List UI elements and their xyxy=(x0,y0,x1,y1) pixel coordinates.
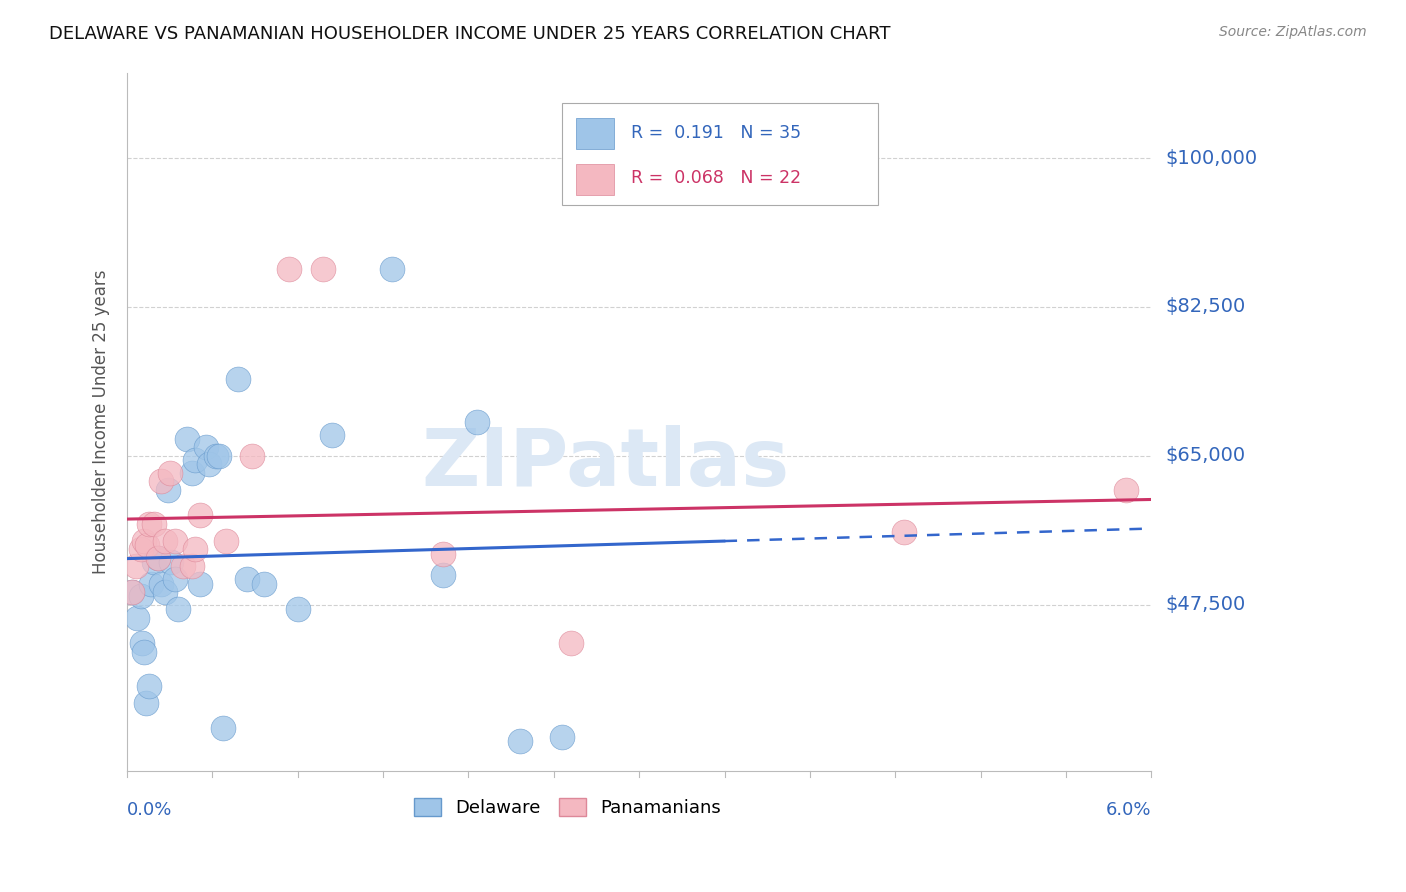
Point xyxy=(560,636,582,650)
Point xyxy=(146,551,169,566)
Text: 6.0%: 6.0% xyxy=(1107,801,1152,819)
Point xyxy=(121,585,143,599)
Point xyxy=(132,533,155,548)
Point xyxy=(190,576,212,591)
Point xyxy=(129,542,152,557)
Point xyxy=(551,730,574,744)
Point xyxy=(235,572,257,586)
Y-axis label: Householder Income Under 25 years: Householder Income Under 25 years xyxy=(93,269,110,574)
Point xyxy=(138,516,160,531)
Point xyxy=(176,432,198,446)
Point xyxy=(893,525,915,540)
Point xyxy=(150,576,173,591)
Point xyxy=(252,576,274,591)
Point xyxy=(132,644,155,658)
Text: ZIPatlas: ZIPatlas xyxy=(420,425,789,503)
Point xyxy=(143,516,166,531)
Point xyxy=(180,466,202,480)
Point xyxy=(184,453,207,467)
Point xyxy=(172,559,194,574)
Point xyxy=(198,458,221,472)
Point xyxy=(135,696,157,710)
Point xyxy=(432,568,454,582)
Point xyxy=(184,542,207,557)
Point xyxy=(136,538,159,552)
Point xyxy=(163,533,186,548)
Point xyxy=(159,466,181,480)
Point xyxy=(129,589,152,603)
Point xyxy=(143,555,166,569)
Point xyxy=(153,533,176,548)
Point xyxy=(204,449,226,463)
Point xyxy=(131,636,153,650)
Point xyxy=(432,547,454,561)
Point xyxy=(190,508,212,523)
Point xyxy=(194,441,217,455)
Point xyxy=(156,483,179,497)
Point xyxy=(381,261,404,276)
Text: $82,500: $82,500 xyxy=(1166,297,1246,317)
Text: 0.0%: 0.0% xyxy=(127,801,173,819)
Point xyxy=(180,559,202,574)
Point xyxy=(312,261,335,276)
Point xyxy=(509,734,531,748)
Point xyxy=(124,559,146,574)
Text: DELAWARE VS PANAMANIAN HOUSEHOLDER INCOME UNDER 25 YEARS CORRELATION CHART: DELAWARE VS PANAMANIAN HOUSEHOLDER INCOM… xyxy=(49,25,891,43)
Point xyxy=(139,576,162,591)
Point xyxy=(150,475,173,489)
Point xyxy=(215,533,238,548)
Point xyxy=(121,585,143,599)
Text: Source: ZipAtlas.com: Source: ZipAtlas.com xyxy=(1219,25,1367,39)
Point xyxy=(163,572,186,586)
Point xyxy=(138,679,160,693)
FancyBboxPatch shape xyxy=(562,103,879,205)
FancyBboxPatch shape xyxy=(576,118,613,149)
Point xyxy=(240,449,263,463)
Legend: Delaware, Panamanians: Delaware, Panamanians xyxy=(406,791,728,824)
Text: $47,500: $47,500 xyxy=(1166,595,1246,615)
Point xyxy=(226,372,249,386)
Point xyxy=(465,415,488,429)
Point xyxy=(146,551,169,566)
Point xyxy=(211,721,233,735)
Point xyxy=(321,427,343,442)
Point xyxy=(127,610,149,624)
Text: R =  0.191   N = 35: R = 0.191 N = 35 xyxy=(631,124,801,143)
Point xyxy=(167,602,190,616)
Point xyxy=(1115,483,1137,497)
Point xyxy=(287,602,309,616)
Point xyxy=(278,261,301,276)
FancyBboxPatch shape xyxy=(576,164,613,194)
Text: $65,000: $65,000 xyxy=(1166,446,1246,466)
Text: $100,000: $100,000 xyxy=(1166,149,1257,168)
Point xyxy=(153,585,176,599)
Text: R =  0.068   N = 22: R = 0.068 N = 22 xyxy=(631,169,801,187)
Point xyxy=(160,555,183,569)
Point xyxy=(208,449,231,463)
